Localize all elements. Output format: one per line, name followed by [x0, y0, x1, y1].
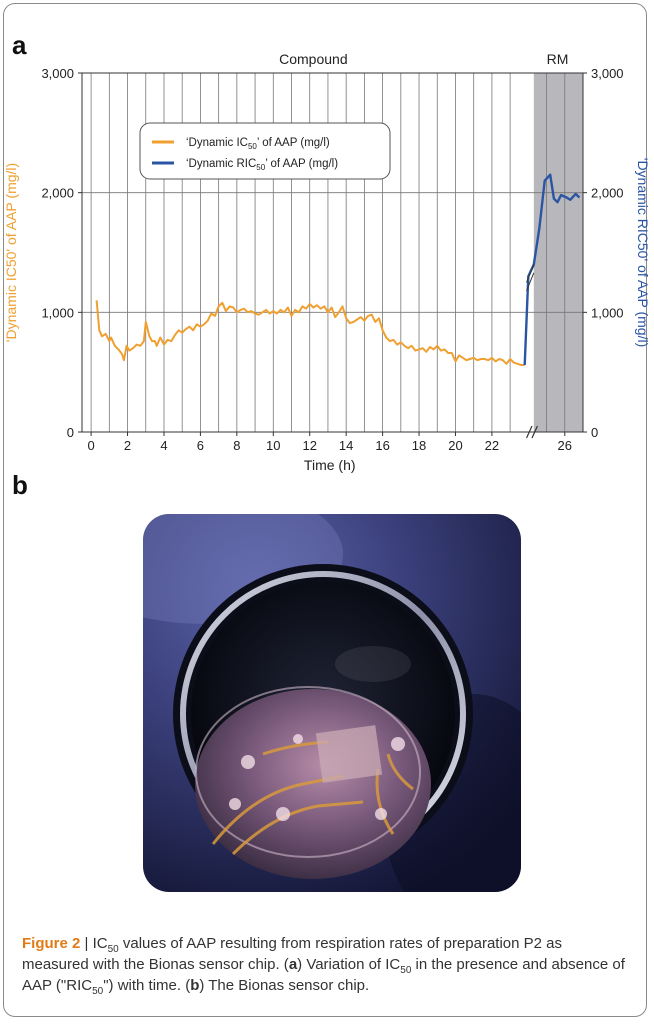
x-tick-label: 20: [448, 438, 462, 453]
legend-entry-label: ‘Dynamic RIC50’ of AAP (mg/l): [186, 158, 338, 172]
y-tick-label-right: 3,000: [591, 66, 624, 81]
bionas-sensor-chip-photo: [143, 514, 521, 892]
x-tick-label: 10: [266, 438, 280, 453]
caption-panel-ref-a: a: [288, 956, 298, 973]
x-tick-label: 4: [160, 438, 167, 453]
caption-text: ) Variation of IC: [297, 956, 401, 973]
x-tick-label: 14: [339, 438, 353, 453]
y-tick-label-right: 0: [591, 425, 598, 440]
x-tick-label: 22: [485, 438, 499, 453]
top-label-compound: Compound: [279, 51, 348, 67]
x-tick-label: 0: [87, 438, 94, 453]
y-tick-label-right: 2,000: [591, 186, 624, 201]
y-tick-label-left: 2,000: [41, 186, 74, 201]
x-tick-label: 18: [412, 438, 426, 453]
ic50-series-line: [95, 300, 525, 366]
x-tick-label: 16: [375, 438, 389, 453]
caption-text: IC: [92, 935, 108, 952]
x-tick-label: 6: [197, 438, 204, 453]
caption-panel-ref-b: b: [190, 977, 200, 994]
panel-b-label: b: [12, 470, 28, 500]
caption-subscript: 50: [107, 944, 119, 955]
y-tick-label-right: 1,000: [591, 305, 624, 320]
y-axis-label-left: 'Dynamic IC50' of AAP (mg/l): [3, 163, 19, 342]
plot-frame: [81, 72, 584, 433]
figure-caption: Figure 2 | IC50 values of AAP resulting …: [22, 933, 632, 997]
figure-frame: [3, 3, 647, 1017]
caption-text: ") with time. (: [103, 977, 191, 994]
x-tick-label: 26: [558, 438, 572, 453]
panel-a-label: a: [12, 30, 27, 60]
caption-text: ) The Bionas sensor chip.: [199, 977, 370, 994]
x-axis-label: Time (h): [304, 457, 356, 473]
x-tick-label: 12: [302, 438, 316, 453]
caption-subscript: 50: [400, 965, 412, 976]
top-label-rm: RM: [547, 51, 569, 67]
x-axis-break-mark: [525, 425, 539, 439]
caption-text: in the presence and absence of AAP ("RIC: [22, 956, 625, 994]
caption-text: values of AAP resulting from respiration…: [22, 935, 563, 973]
x-tick-label: 8: [233, 438, 240, 453]
y-tick-label-left: 1,000: [41, 305, 74, 320]
caption-separator: |: [80, 935, 93, 952]
y-tick-label-left: 3,000: [41, 66, 74, 81]
legend-box: [139, 122, 391, 180]
figure-label: Figure 2: [22, 935, 81, 952]
caption-subscript: 50: [92, 986, 104, 997]
y-tick-label-left: 0: [67, 425, 74, 440]
rm-shaded-region: [533, 73, 583, 432]
y-axis-label-right: 'Dynamic RIC50' of AAP (mg/l): [635, 158, 651, 347]
legend-entry-label: ‘Dynamic IC50’ of AAP (mg/l): [186, 137, 330, 151]
series-break-mark: [526, 264, 535, 291]
x-tick-label: 2: [124, 438, 131, 453]
